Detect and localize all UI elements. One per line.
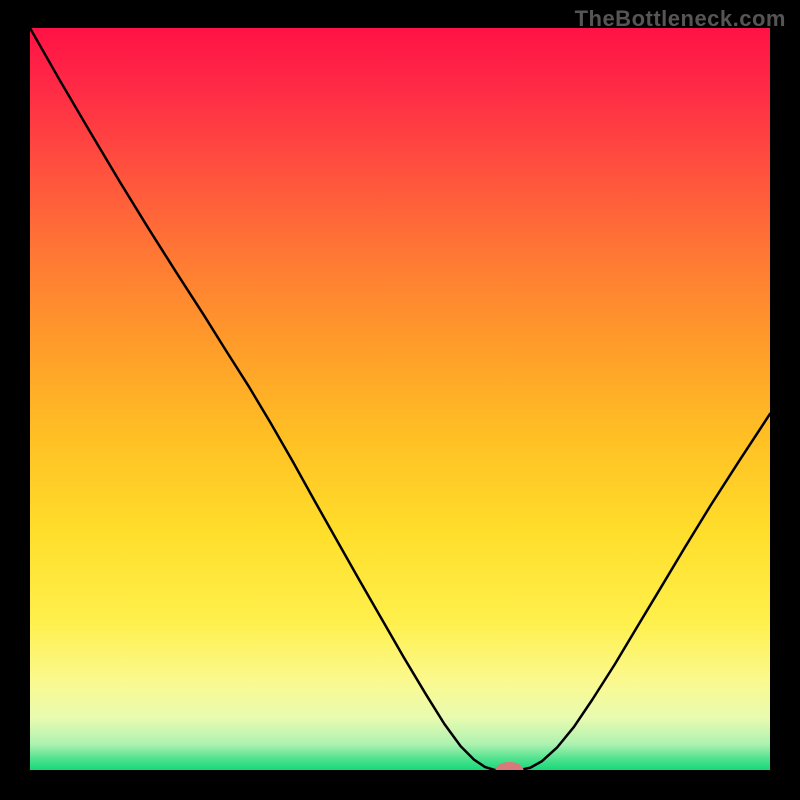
chart-frame: TheBottleneck.com <box>0 0 800 800</box>
optimal-marker <box>496 762 524 770</box>
bottleneck-curve <box>30 28 770 770</box>
plot-area <box>30 28 770 770</box>
curve-layer <box>30 28 770 770</box>
